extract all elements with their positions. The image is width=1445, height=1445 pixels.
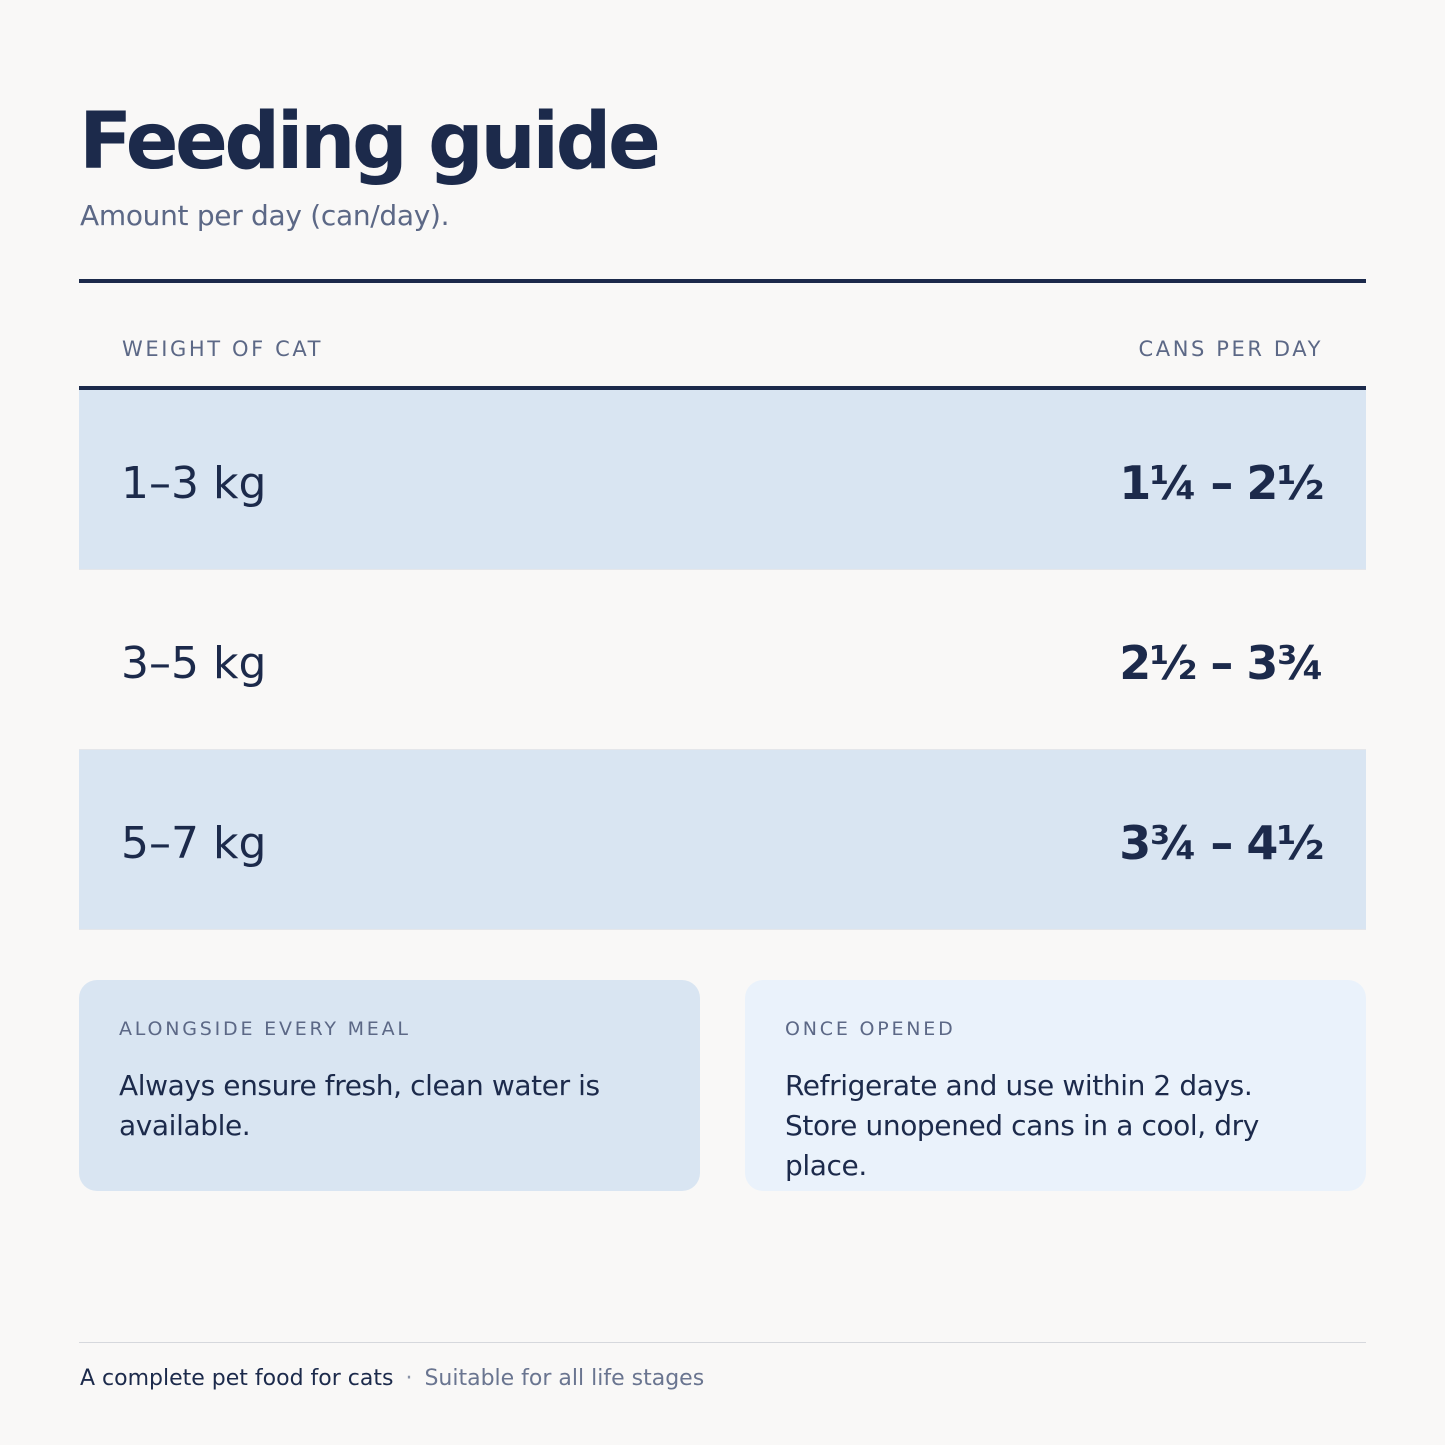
page-subtitle: Amount per day (can/day). [80, 199, 450, 232]
card-label: ALONGSIDE EVERY MEAL [119, 1018, 411, 1040]
column-header-cans: CANS PER DAY [1138, 337, 1323, 361]
info-card-storage: ONCE OPENED Refrigerate and use within 2… [745, 980, 1366, 1191]
table-row: 1–3 kg 1¼ – 2½ [79, 390, 1366, 570]
card-text: Refrigerate and use within 2 days. Store… [785, 1069, 1259, 1182]
column-header-weight: WEIGHT OF CAT [122, 337, 324, 361]
cell-weight: 1–3 kg [121, 458, 267, 509]
footer-divider [79, 1342, 1366, 1343]
card-text: Always ensure fresh, clean water is avai… [119, 1069, 600, 1142]
footer: A complete pet food for cats · Suitable fo… [80, 1363, 704, 1395]
footer-secondary: Suitable for all life stages [424, 1366, 705, 1391]
card-label: ONCE OPENED [785, 1018, 956, 1040]
table-row: 3–5 kg 2½ – 3¾ [79, 570, 1366, 750]
page-title: Feeding guide [79, 97, 661, 187]
footer-separator: · [405, 1366, 413, 1391]
cell-weight: 3–5 kg [121, 638, 267, 689]
cell-weight: 5–7 kg [121, 818, 267, 869]
table-top-rule [79, 279, 1366, 283]
cell-cans: 3¾ – 4½ [1119, 816, 1324, 870]
table-row: 5–7 kg 3¾ – 4½ [79, 750, 1366, 930]
table-header: WEIGHT OF CAT CANS PER DAY [79, 283, 1366, 390]
feeding-table: WEIGHT OF CAT CANS PER DAY 1–3 kg 1¼ – 2… [79, 279, 1366, 930]
cell-cans: 2½ – 3¾ [1119, 636, 1324, 690]
footer-primary: A complete pet food for cats [80, 1366, 394, 1391]
cell-cans: 1¼ – 2½ [1119, 456, 1324, 510]
info-card-water: ALONGSIDE EVERY MEAL Always ensure fresh… [79, 980, 700, 1191]
